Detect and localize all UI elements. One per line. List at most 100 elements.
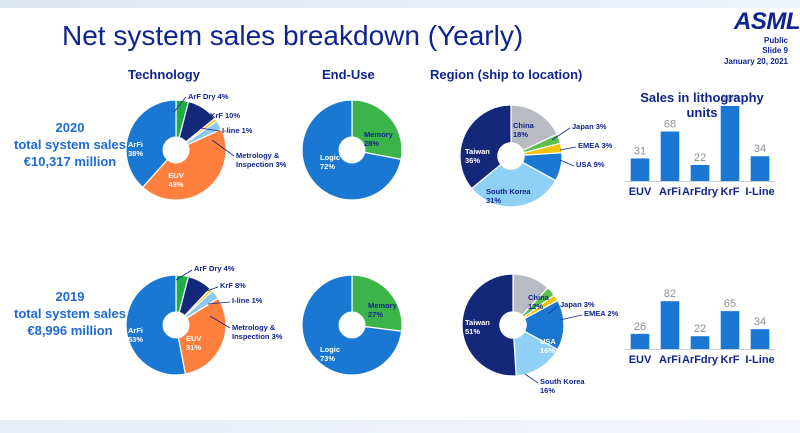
- technology-2020-pie: [125, 96, 235, 201]
- region-2019-hole: [499, 311, 527, 339]
- technology-2019-leader-arf-dry: [175, 269, 193, 281]
- region-2019-label-japan: Japan 3%: [560, 300, 595, 309]
- year-sales-caption: total system sales: [13, 137, 126, 152]
- enduse-2020-hole: [338, 136, 366, 164]
- region-2020-hole: [497, 142, 525, 170]
- region-2020-slice-south-korea: [470, 155, 557, 208]
- year-sales-total: €10,317 million: [23, 154, 117, 169]
- litho-units-2020-bars: 31 EUV 68 ArFi 22 ArFdry 103 KrF 34 I-Line Sales i…: [629, 90, 775, 198]
- technology-2020-slice-arfi: [125, 99, 177, 189]
- technology-2020-label-arf-dry: ArF Dry 4%: [188, 92, 229, 101]
- top-bar: [0, 0, 800, 8]
- technology-2019-leader-i-line: [207, 301, 231, 305]
- technology-2019-label-i-line: I-line 1%: [232, 296, 263, 305]
- column-heading-enduse: End-Use: [322, 67, 375, 82]
- litho-units-2019-value-arfi: 82: [664, 288, 676, 300]
- region-2019-label-usa: USA 16%: [540, 337, 556, 355]
- region-2019-pie: [461, 273, 583, 384]
- enduse-2020-label-logic: Logic 72%: [320, 153, 340, 171]
- litho-units-2019-bar-arfdry: [690, 336, 710, 349]
- region-2020-leader-emea: [559, 146, 577, 151]
- technology-2020-hole: [162, 136, 190, 164]
- technology-2019-label-krf: KrF 8%: [220, 281, 246, 290]
- technology-2020-slice-euv: [141, 128, 227, 201]
- asml-logo: ASML: [734, 8, 800, 35]
- technology-2019-label-metrology-inspection: Metrology & Inspection 3%: [232, 323, 283, 341]
- technology-2019-leader-krf: [197, 286, 219, 295]
- page-title: Net system sales breakdown (Yearly): [62, 20, 524, 51]
- technology-2020-label-euv: EUV 43%: [168, 171, 184, 189]
- region-2020-label-taiwan: Taiwan 36%: [465, 147, 490, 165]
- litho-units-2019-bar-krf: [720, 311, 740, 349]
- slide-number: Slide 9: [762, 46, 788, 55]
- technology-2019-pie: [125, 269, 231, 376]
- region-2019-leader-emea: [559, 314, 583, 321]
- year-label: 2019: [55, 289, 85, 304]
- region-2019-slice-south-korea: [512, 323, 559, 377]
- region-2020-label-china: China 18%: [513, 121, 535, 139]
- region-2020-leader-usa: [559, 159, 575, 167]
- litho-units-2019-value-krf: 65: [724, 298, 736, 310]
- litho-units-2020-value-euv: 31: [634, 145, 646, 157]
- year-summary-2020: 2020 total system sales €10,317 million: [0, 119, 140, 170]
- litho-units-2019-category-arfi: ArFi: [659, 354, 681, 366]
- region-2019-label-emea: EMEA 2%: [584, 309, 619, 318]
- litho-units-2020-bar-arfdry: [690, 164, 710, 181]
- litho-units-2020-category-krf: KrF: [721, 186, 740, 198]
- enduse-2020-pie: [301, 99, 403, 201]
- region-2020-label-usa: USA 9%: [576, 160, 605, 169]
- region-2020-label-emea: EMEA 3%: [578, 141, 613, 150]
- technology-2020-label-i-line: I-line 1%: [222, 126, 253, 135]
- enduse-2019-pie: [301, 274, 403, 376]
- litho-units-2020-bar-i-line: [750, 156, 770, 181]
- region-2019-slice-usa: [511, 299, 565, 351]
- region-2020-slice-taiwan: [459, 104, 512, 190]
- litho-units-2020-category-euv: EUV: [629, 186, 652, 198]
- enduse-2020-slice-memory: [351, 99, 403, 161]
- litho-units-2019-bar-i-line: [750, 329, 770, 349]
- litho-units-2020-title: Sales in lithography units: [640, 90, 764, 120]
- year-label: 2020: [55, 120, 85, 135]
- region-2020-leader-japan: [551, 127, 571, 141]
- region-2019-slice-taiwan: [461, 273, 517, 377]
- litho-units-2019-bar-arfi: [660, 301, 680, 349]
- technology-2020-leader-krf: [193, 115, 209, 119]
- litho-units-2019-value-i-line: 34: [754, 316, 766, 328]
- technology-2019-slice-arfi: [125, 274, 187, 376]
- litho-baseline-2019: [625, 349, 775, 350]
- technology-2019-label-euv: EUV 31%: [186, 334, 201, 352]
- year-sales-caption: total system sales: [13, 306, 126, 321]
- litho-units-2019-category-krf: KrF: [721, 354, 740, 366]
- technology-2020-leader-i-line: [199, 127, 221, 132]
- enduse-2019-slice-memory: [351, 274, 403, 332]
- technology-2019-leader-metrology-inspection: [209, 315, 231, 329]
- region-2020-pie: [459, 104, 577, 208]
- slide-date: January 20, 2021: [723, 57, 788, 66]
- litho-units-2019-bar-euv: [630, 333, 650, 349]
- technology-2020-leader-metrology-inspection: [211, 139, 235, 157]
- litho-units-2019-value-arfdry: 22: [694, 323, 706, 335]
- region-2020-slice-china: [510, 104, 558, 157]
- litho-units-2020-bar-euv: [630, 158, 650, 181]
- litho-units-2020-value-i-line: 34: [754, 143, 766, 155]
- litho-units-2020-bar-arfi: [660, 131, 680, 181]
- technology-2019-label-arf-dry: ArF Dry 4%: [194, 264, 235, 273]
- technology-2020-label-arfi: ArFi 38%: [128, 140, 143, 158]
- litho-units-2019-category-i-line: I-Line: [745, 354, 774, 366]
- litho-units-2019-value-euv: 26: [634, 321, 646, 333]
- classification-label: Public: [763, 36, 788, 45]
- litho-units-2020-value-krf: 103: [721, 93, 739, 105]
- litho-units-2020-bar-krf: [720, 106, 740, 181]
- litho-units-2020-value-arfdry: 22: [694, 152, 706, 164]
- enduse-2020-label-memory: Memory 28%: [364, 130, 394, 148]
- litho-units-2020-category-arfdry: ArFdry: [682, 186, 719, 198]
- region-2020-label-south-korea: South Korea 31%: [486, 187, 531, 205]
- region-2019-label-china: China 12%: [528, 293, 550, 311]
- region-2019-leader-south-korea: [524, 373, 539, 384]
- region-2019-label-south-korea: South Korea 16%: [540, 377, 585, 395]
- enduse-2019-label-memory: Memory 27%: [368, 301, 398, 319]
- technology-2020-label-krf: KrF 10%: [210, 111, 240, 120]
- bottom-bar: [0, 420, 800, 433]
- litho-units-2020-value-arfi: 68: [664, 118, 676, 130]
